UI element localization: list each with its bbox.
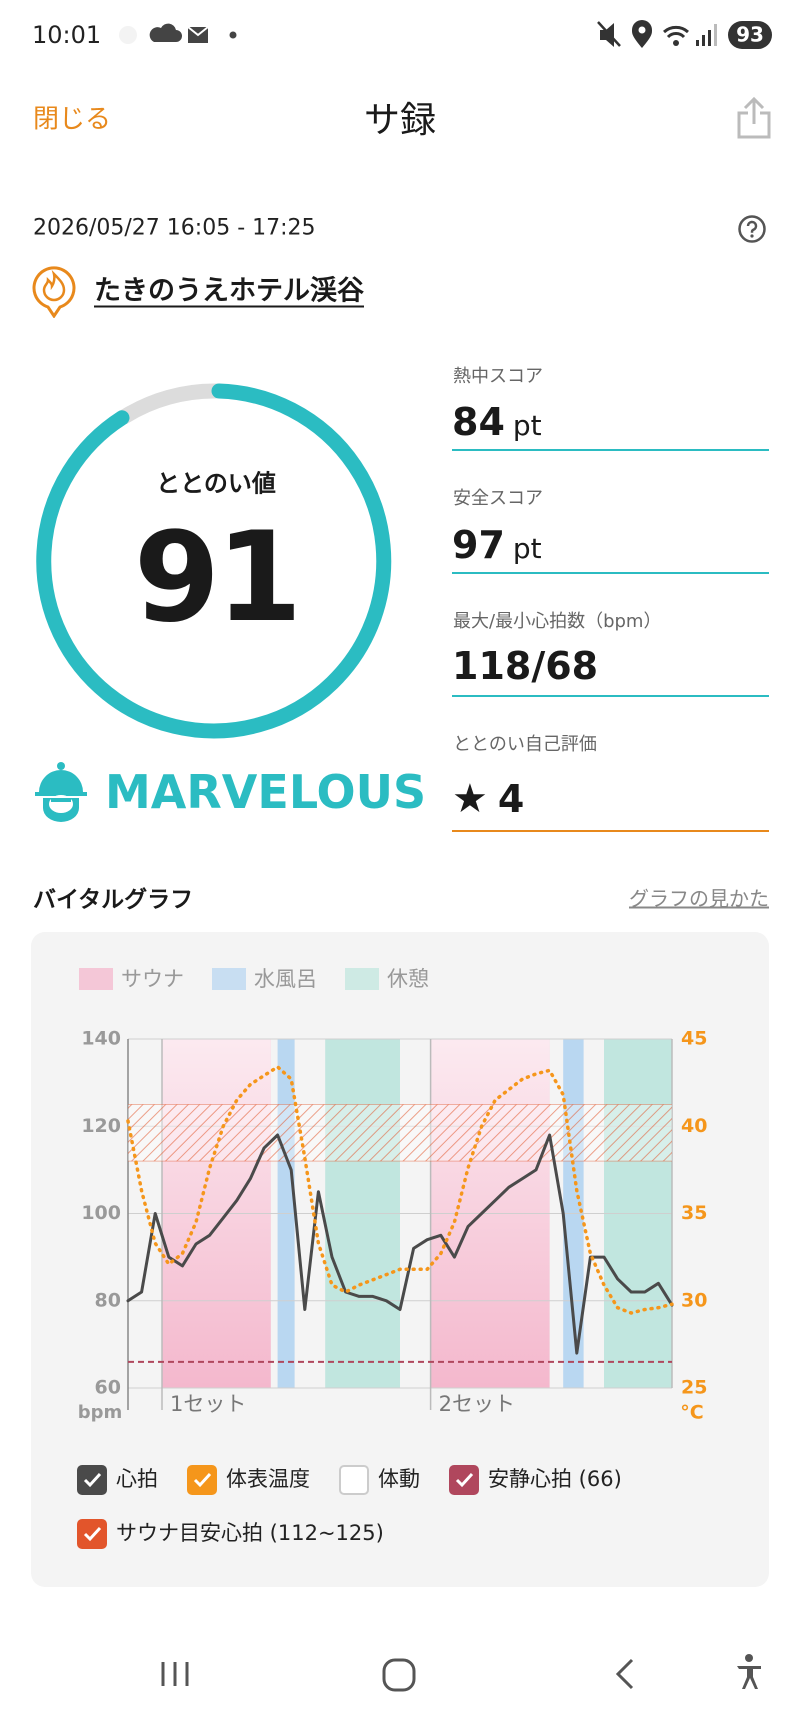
metric-value: 84 pt	[452, 400, 542, 444]
nav-recent[interactable]	[161, 1662, 189, 1686]
legend-checkbox[interactable]: 心拍	[77, 1465, 158, 1495]
metric-number: 4	[497, 777, 525, 821]
checkmark	[83, 1526, 102, 1542]
rank-label: MARVELOUS	[105, 765, 427, 819]
facility-icon	[32, 266, 76, 318]
checkmark	[83, 1472, 102, 1488]
nav-accessibility[interactable]	[737, 1654, 761, 1689]
session-datetime: 2026/05/27 16:05 - 17:25	[33, 215, 316, 241]
legend-swatch	[79, 968, 113, 990]
status-right-icons: 93	[597, 20, 772, 49]
legend-label: サウナ目安心拍 (112~125)	[116, 1521, 384, 1545]
legend-checkbox[interactable]: サウナ目安心拍 (112~125)	[77, 1519, 384, 1549]
legend-label: サウナ	[121, 967, 184, 991]
checkbox	[77, 1465, 107, 1495]
vital-chart: サウナ 水風呂 休憩 60 80 100 120 140 25 30 35 40 45 bpm °C 1セット…	[31, 932, 769, 1587]
help-button[interactable]	[737, 214, 767, 244]
legend-label: 休憩	[387, 967, 429, 991]
checkmark	[193, 1472, 212, 1488]
heart-rate-line	[126, 1133, 674, 1355]
star-icon: ★	[452, 776, 488, 822]
legend-checkbox[interactable]: 体表温度	[187, 1465, 310, 1495]
target-band	[128, 1104, 672, 1162]
share-button[interactable]	[736, 96, 772, 140]
temperature-line	[126, 1065, 674, 1315]
legend-label: 心拍	[116, 1467, 158, 1491]
metric-number: 84	[452, 400, 505, 444]
set-label: 1セット	[170, 1392, 246, 1416]
legend-swatch	[345, 968, 379, 990]
divider	[452, 449, 769, 451]
divider	[452, 695, 769, 697]
y-tick-label: 80	[95, 1289, 121, 1311]
y2-tick-label: 30	[681, 1289, 707, 1311]
divider	[452, 830, 769, 832]
nav-bar	[161, 1654, 761, 1692]
rank-icon	[35, 762, 87, 822]
metric-value: ★ 4	[452, 776, 524, 822]
metric-label: 安全スコア	[453, 488, 543, 509]
y2-axis-label: °C	[680, 1402, 703, 1424]
metric-label: 最大/最小心拍数（bpm）	[453, 611, 662, 632]
metric-value: 97 pt	[452, 523, 542, 567]
page-title: サ録	[363, 100, 436, 141]
y-tick-label: 60	[95, 1377, 121, 1399]
y2-tick-label: 35	[681, 1202, 707, 1224]
checkbox	[449, 1465, 479, 1495]
legend-checkbox[interactable]: 体動	[339, 1465, 420, 1495]
nav-back[interactable]	[615, 1658, 634, 1690]
legend-label: 体表温度	[226, 1467, 310, 1491]
facility-link[interactable]: たきのうえホテル渓谷	[94, 275, 364, 307]
metric-value: 118/68	[452, 644, 599, 688]
legend-checkbox[interactable]: 安静心拍 (66)	[449, 1465, 622, 1495]
checkbox	[187, 1465, 217, 1495]
status-icons	[119, 23, 237, 44]
battery-level: 93	[736, 23, 764, 47]
metric-unit: pt	[512, 532, 542, 565]
y2-tick-label: 45	[681, 1028, 707, 1050]
y2-tick-label: 40	[681, 1115, 707, 1137]
metric-label: 熱中スコア	[453, 366, 543, 387]
y2-tick-label: 25	[681, 1377, 707, 1399]
checkbox	[77, 1519, 107, 1549]
legend-label: 体動	[378, 1467, 420, 1491]
y-tick-label: 140	[81, 1028, 121, 1050]
legend-swatch	[212, 968, 246, 990]
section-title: バイタルグラフ	[33, 887, 194, 913]
metric-number: 97	[452, 523, 505, 567]
legend-label: 安静心拍 (66)	[488, 1467, 622, 1491]
checkbox	[339, 1465, 369, 1495]
y-axis-label: bpm	[78, 1402, 123, 1423]
metric-unit: pt	[512, 409, 542, 442]
divider	[452, 572, 769, 574]
nav-home[interactable]	[382, 1658, 416, 1692]
legend-label: 水風呂	[254, 967, 317, 991]
score-ring	[36, 383, 392, 739]
set-label: 2セット	[439, 1392, 515, 1416]
checkmark	[455, 1472, 474, 1488]
metric-label: ととのい自己評価	[453, 734, 597, 755]
help-link[interactable]: グラフの見かた	[629, 886, 769, 911]
score-label: ととのい値	[156, 469, 276, 498]
y-tick-label: 100	[81, 1202, 121, 1224]
score-value: 91	[133, 506, 303, 650]
y-tick-label: 120	[81, 1115, 121, 1137]
close-button[interactable]: 閉じる	[33, 104, 112, 135]
status-time: 10:01	[32, 21, 102, 49]
